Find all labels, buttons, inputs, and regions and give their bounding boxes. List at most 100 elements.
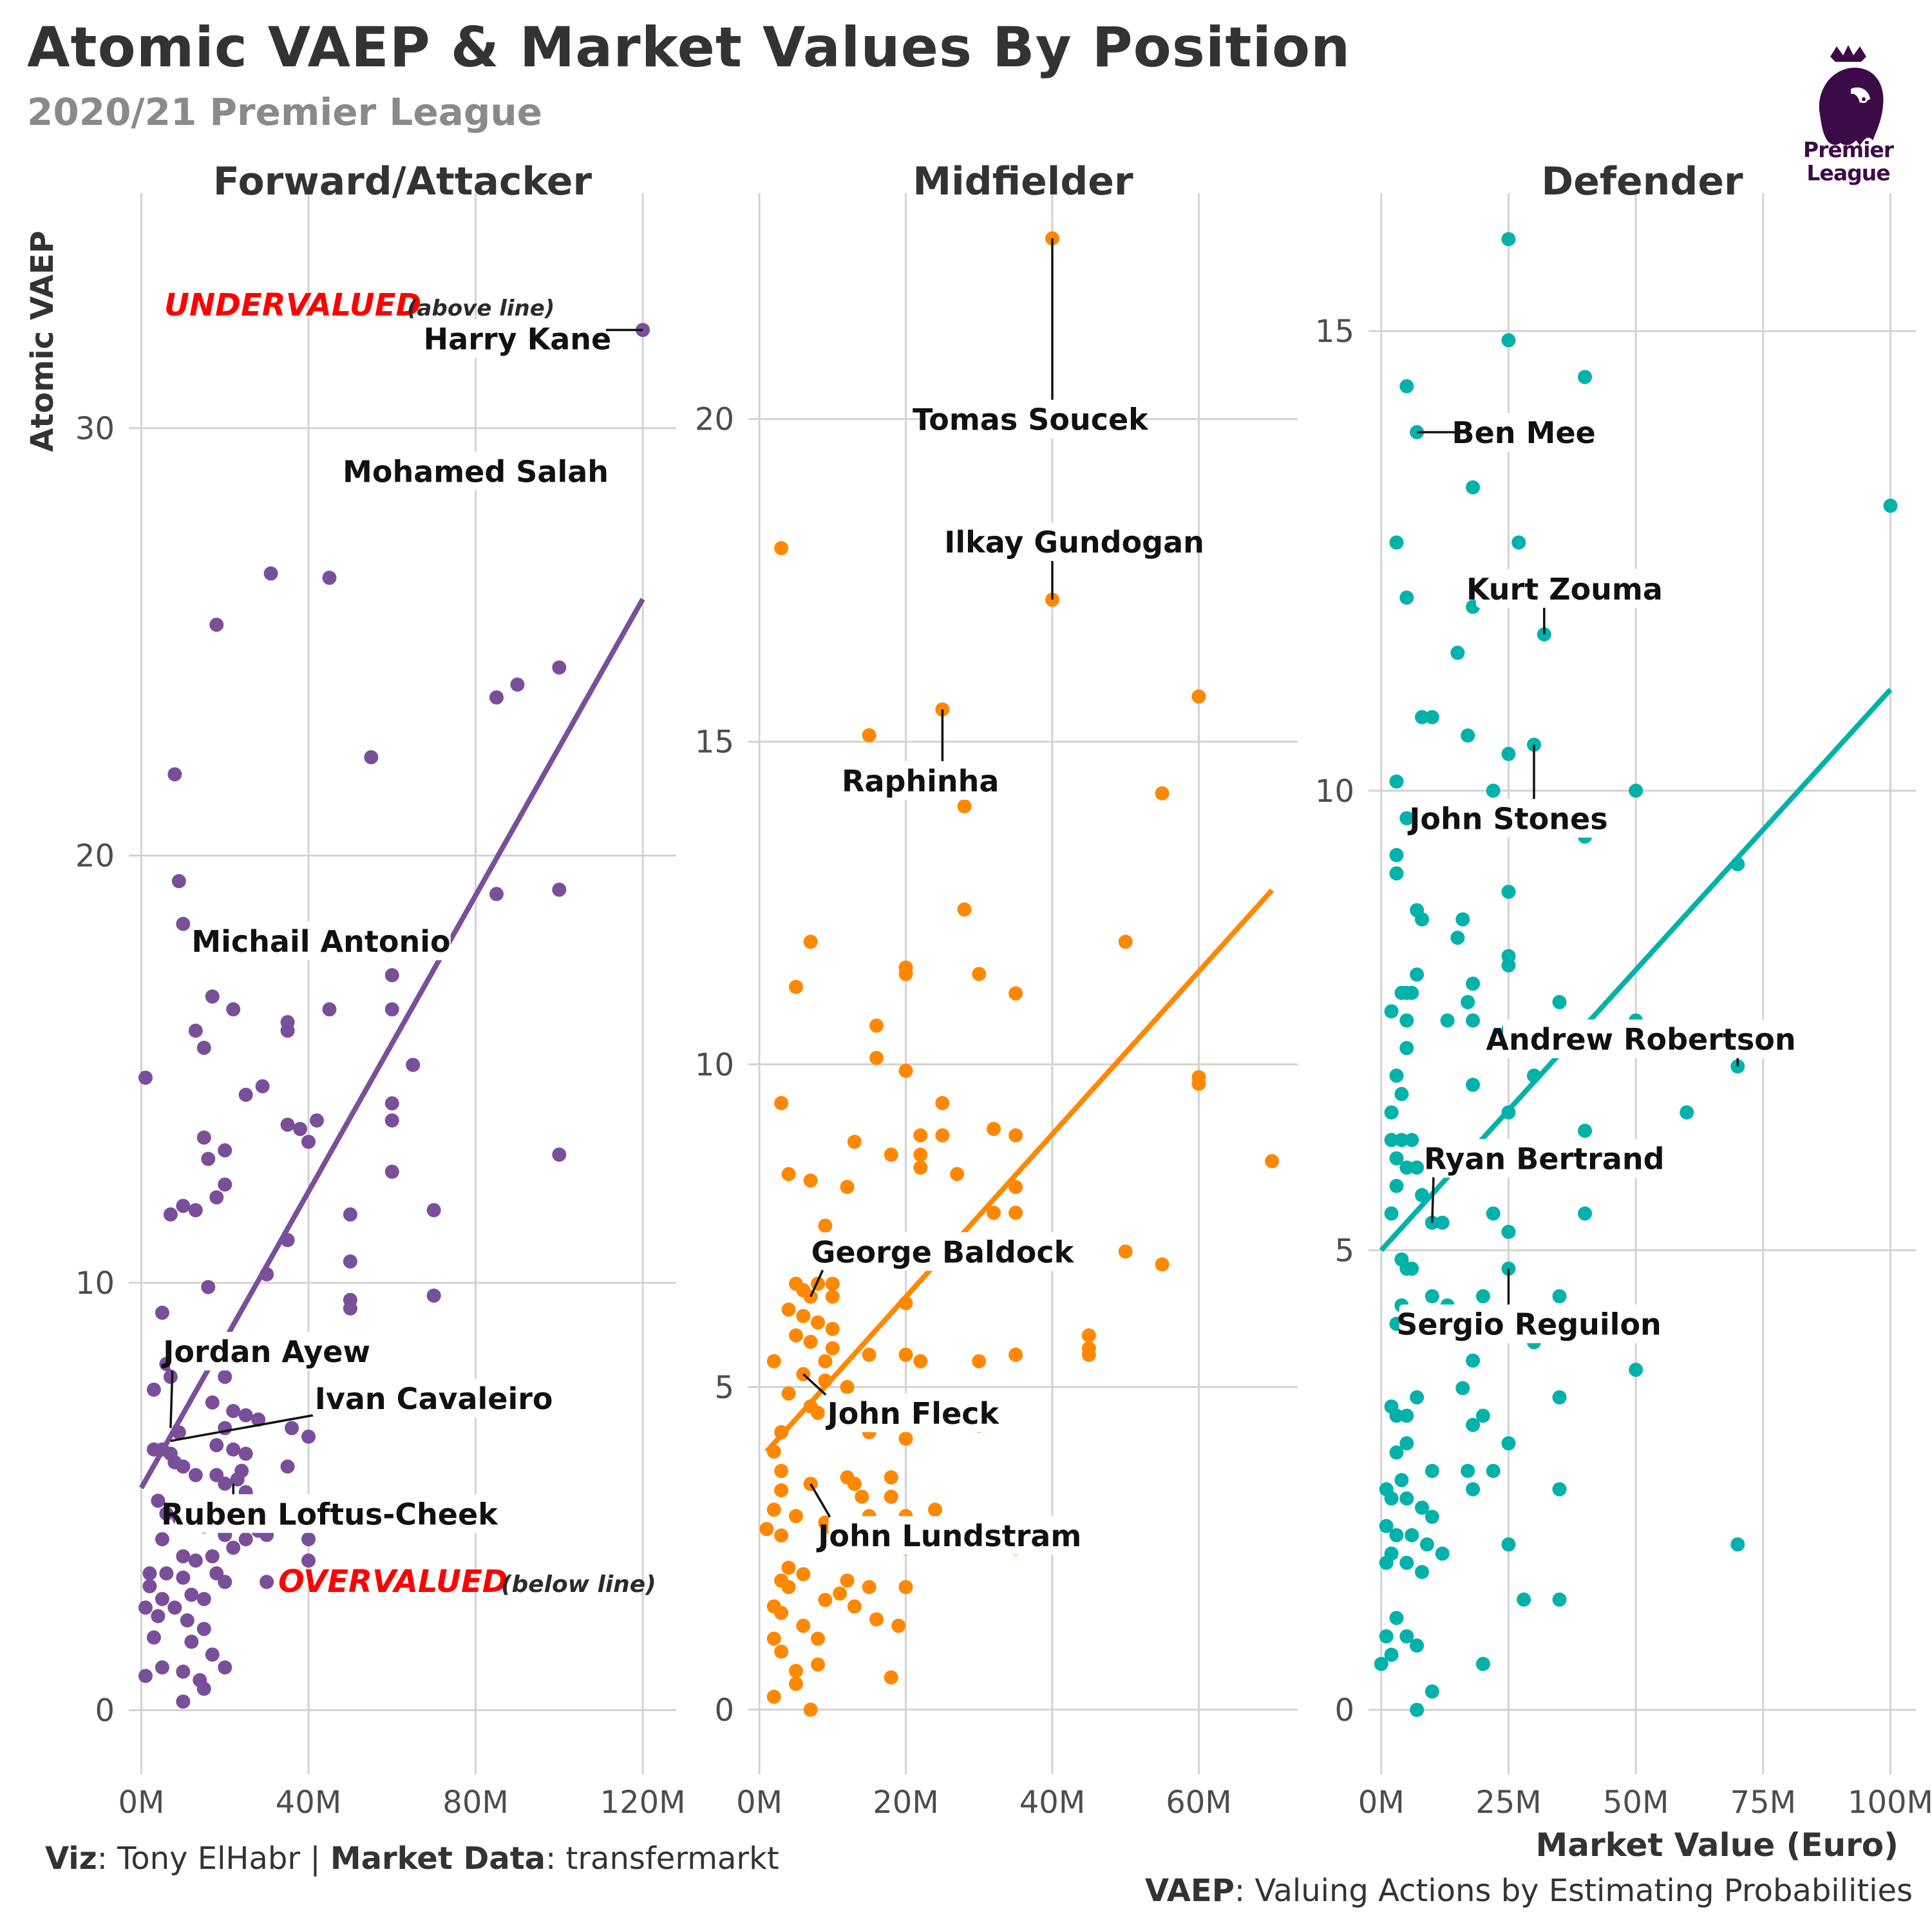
facet-forward-attacker: 0M 40M 80M 120M 0 10 20 30 Forward/Attacker Atomi… [24,159,686,1821]
y-tick-label: 10 [695,1047,734,1083]
data-point [138,1600,153,1615]
data-point [898,1347,913,1362]
y-tick-label: 5 [714,1370,734,1406]
data-point [155,1660,169,1675]
data-point [1405,1261,1419,1276]
chart-subtitle: 2020/21 Premier League [27,90,542,134]
data-point [869,1050,884,1065]
data-point [226,1442,241,1457]
label-background [820,1232,1064,1271]
data-point [142,1579,157,1594]
player-label: Ryan Bertrand [1424,1142,1664,1177]
chart-annotation: OVERVALUED [278,1564,508,1600]
data-point [1399,1629,1414,1643]
data-point [1461,728,1475,743]
data-point [898,1063,913,1078]
data-point [218,1660,232,1675]
data-point [796,1618,811,1633]
data-point [384,1164,399,1179]
data-point [238,1446,253,1461]
data-point [155,1532,169,1547]
data-point [774,1483,789,1498]
label-background [824,1393,1002,1432]
data-point [343,1207,357,1222]
x-tick-label: 60M [1166,1785,1232,1821]
data-point [1394,1086,1409,1101]
label-leader-line [802,1373,828,1397]
player-label: Mohamed Salah [343,454,609,489]
data-point [1501,232,1516,247]
data-point [1399,811,1414,826]
data-point [840,1180,855,1195]
data-point [205,1549,220,1564]
data-point [855,1490,869,1504]
caption-market-label: Market Data [330,1841,546,1877]
data-point [1415,1564,1430,1579]
player-label: Ilkay Gundogan [944,525,1204,560]
data-point [426,1203,441,1218]
y-tick-label: 15 [695,724,734,761]
data-point [1389,1151,1404,1166]
data-point [788,1663,803,1678]
label-leader-line [169,1368,174,1428]
data-point [1629,1362,1643,1377]
data-point [1384,1491,1399,1506]
data-point [1466,1077,1481,1092]
data-point [928,1502,943,1517]
data-point [1384,1206,1399,1221]
player-label: John Stones [1407,802,1607,837]
data-point [847,1599,862,1614]
data-point [759,1522,774,1537]
data-point [898,1580,913,1595]
label-background [1459,413,1588,452]
label-background [175,1494,484,1533]
data-point [796,1567,811,1582]
data-point [201,1280,216,1294]
facet-defender: 0M 25M 50M 75M 100M 0 5 10 15 Defender Market Valu… [1315,159,1932,1864]
data-point [1399,1555,1414,1570]
player-label: George Baldock [811,1235,1075,1269]
data-point [862,1347,876,1362]
chart-annotation: UNDERVALUED [164,287,421,323]
data-point [205,1647,220,1662]
data-point [159,1566,174,1581]
y-tick-label: 0 [714,1692,734,1728]
data-point [1415,912,1430,927]
data-point [1466,1353,1481,1368]
data-point [1415,1501,1430,1515]
data-point [913,1354,928,1368]
label-leader-line [810,1267,825,1298]
data-point [840,1573,855,1588]
data-point [176,1570,191,1585]
data-point [167,1600,182,1615]
data-point [426,1288,441,1303]
data-point [1486,783,1501,798]
data-point [788,980,803,994]
label-background [1431,1139,1658,1178]
data-point [280,1117,295,1132]
data-point [884,1670,898,1685]
data-point [1410,967,1425,982]
label-background [848,761,993,800]
data-point [847,1135,862,1149]
data-point [796,1309,811,1323]
label-background [952,522,1196,562]
data-point [364,750,379,764]
data-point [155,1305,169,1320]
data-point [1552,1482,1567,1497]
data-point [196,1622,211,1636]
data-point [1384,1133,1399,1148]
label-background [925,399,1135,439]
data-point [1501,1224,1516,1239]
data-point [1399,1491,1414,1506]
data-point [781,1560,796,1575]
data-point [1501,884,1516,899]
data-point [1399,1013,1414,1028]
label-background [1503,1019,1779,1059]
data-point [1455,1381,1470,1396]
player-label: Tomas Soucek [913,402,1149,437]
data-point [1399,1408,1414,1423]
data-point [226,1540,241,1555]
data-point [1081,1347,1096,1362]
data-point [188,1203,203,1218]
